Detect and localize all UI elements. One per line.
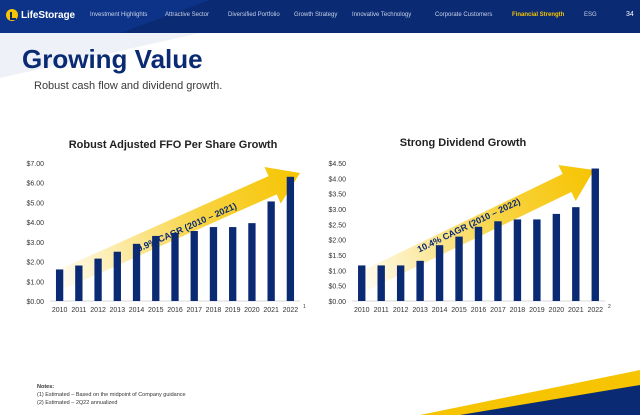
x-tick-label: 2014 [129, 307, 145, 314]
top-navigation-bar: LifeStorage Investment Highlights Attrac… [0, 0, 640, 33]
y-tick-label: $0.50 [328, 284, 346, 291]
x-tick-label: 2011 [71, 307, 86, 314]
x-tick-label: 2012 [90, 307, 106, 314]
x-tick-label: 2019 [225, 307, 241, 314]
nav-item-esg[interactable]: ESG [584, 12, 597, 18]
y-tick-label: $5.00 [26, 200, 44, 207]
x-tick-label: 2010 [52, 307, 68, 314]
y-tick-label: $0.00 [26, 299, 44, 306]
y-tick-label: $3.50 [328, 192, 346, 199]
bar [494, 221, 502, 301]
x-tick-label: 2021 [263, 307, 279, 314]
y-tick-label: $7.00 [26, 161, 44, 168]
y-tick-label: $0.00 [328, 299, 346, 306]
y-tick-label: $1.00 [26, 279, 44, 286]
y-tick-label: $1.50 [328, 253, 346, 260]
page-number: 34 [626, 11, 634, 18]
y-tick-label: $4.50 [328, 161, 346, 168]
x-tick-label: 2018 [206, 307, 222, 314]
bar [190, 231, 198, 301]
bar [113, 251, 121, 301]
x-tick-label: 2013 [110, 307, 126, 314]
bar [267, 201, 275, 301]
cagr-annotation: 9.9% CAGR (2010 – 2021) [135, 201, 238, 254]
x-tick-label: 2015 [148, 307, 164, 314]
bar [377, 265, 385, 301]
cagr-annotation: 10.4% CAGR (2010 – 2022) [416, 196, 522, 254]
bar [229, 227, 237, 301]
bar [416, 260, 424, 301]
bar [286, 176, 295, 301]
note-item: (1) Estimated – Based on the midpoint of… [37, 392, 186, 398]
x-tick-label: 2020 [549, 307, 565, 314]
notes: Notes: (1) Estimated – Based on the midp… [37, 383, 186, 407]
nav-item-investment-highlights[interactable]: Investment Highlights [90, 12, 148, 18]
x-tick-label: 2012 [393, 307, 409, 314]
bar [474, 226, 483, 301]
nav-item-corporate-customers[interactable]: Corporate Customers [435, 12, 493, 18]
y-tick-label: $3.00 [26, 240, 44, 247]
bar [209, 227, 218, 301]
x-tick-label: 2017 [490, 307, 506, 314]
bar [455, 236, 463, 301]
nav-item-attractive-sector[interactable]: Attractive Sector [165, 12, 210, 18]
page-title: Growing Value [22, 44, 203, 74]
x-tick-label: 2021 [568, 307, 584, 314]
bar [132, 243, 141, 301]
bar [591, 168, 599, 301]
x-tick-label: 2017 [186, 307, 202, 314]
x-tick-label: 2016 [167, 307, 183, 314]
bar [171, 232, 179, 301]
y-tick-label: $4.00 [328, 176, 346, 183]
chart-title: Robust Adjusted FFO Per Share Growth [69, 139, 278, 151]
x-tick-label: 2013 [412, 307, 428, 314]
nav-item-financial-strength[interactable]: Financial Strength [512, 12, 565, 18]
nav-item-innovative-technology[interactable]: Innovative Technology [352, 12, 412, 18]
logo-text: LifeStorage [21, 9, 75, 21]
bar [248, 223, 256, 301]
bar [94, 258, 102, 301]
y-tick-label: $1.00 [328, 268, 346, 275]
bar [358, 265, 366, 301]
note-item: (2) Estimated – 2Q22 annualized [37, 400, 118, 406]
bar [552, 213, 561, 301]
x-tick-label: 2019 [529, 307, 545, 314]
bar [533, 219, 541, 301]
bar [435, 245, 444, 301]
footnote-marker: 2 [608, 304, 611, 310]
y-tick-label: $3.00 [328, 207, 346, 214]
notes-title: Notes: [37, 384, 55, 390]
x-tick-label: 2010 [354, 307, 370, 314]
bar [572, 207, 580, 301]
page-subtitle: Robust cash flow and dividend growth. [34, 80, 223, 92]
logo-icon [6, 9, 18, 21]
y-tick-label: $6.00 [26, 181, 44, 188]
bar [513, 219, 522, 301]
nav-item-diversified-portfolio[interactable]: Diversified Portfolio [228, 12, 280, 18]
y-tick-label: $2.00 [26, 260, 44, 267]
footnote-marker: 1 [303, 304, 306, 310]
company-logo[interactable]: LifeStorage [6, 9, 75, 21]
x-tick-label: 2022 [283, 307, 299, 314]
x-tick-label: 2016 [471, 307, 487, 314]
topbar-decoration [0, 0, 210, 33]
bar [55, 269, 64, 301]
x-tick-label: 2015 [451, 307, 467, 314]
bar [396, 265, 405, 301]
bar [75, 265, 83, 301]
x-tick-label: 2020 [244, 307, 260, 314]
x-tick-label: 2011 [374, 307, 389, 314]
x-tick-label: 2014 [432, 307, 448, 314]
y-tick-label: $2.00 [328, 238, 346, 245]
x-tick-label: 2018 [510, 307, 526, 314]
x-tick-label: 2022 [587, 307, 603, 314]
y-tick-label: $2.50 [328, 222, 346, 229]
nav-item-growth-strategy[interactable]: Growth Strategy [294, 12, 338, 18]
bar [152, 235, 160, 301]
chart-title: Strong Dividend Growth [400, 137, 527, 149]
y-tick-label: $4.00 [26, 220, 44, 227]
